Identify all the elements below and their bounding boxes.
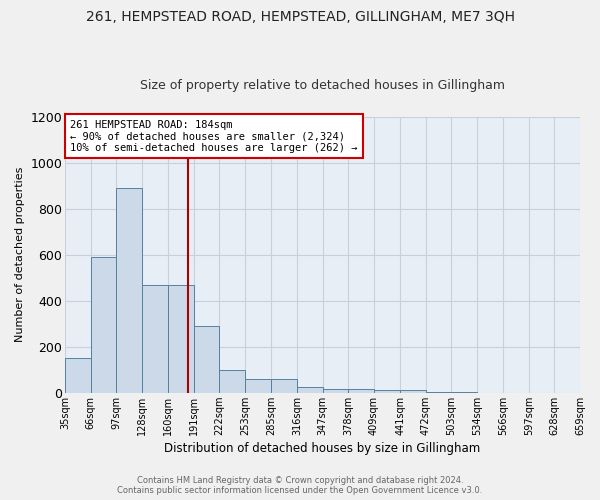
Y-axis label: Number of detached properties: Number of detached properties	[15, 167, 25, 342]
Bar	[400, 390, 426, 393]
Text: Contains HM Land Registry data © Crown copyright and database right 2024.
Contai: Contains HM Land Registry data © Crown c…	[118, 476, 482, 495]
Bar	[245, 379, 271, 393]
X-axis label: Distribution of detached houses by size in Gillingham: Distribution of detached houses by size …	[164, 442, 481, 455]
Bar	[142, 284, 169, 393]
Bar	[348, 390, 374, 393]
Bar	[297, 387, 323, 393]
Bar	[220, 370, 245, 393]
Bar	[169, 284, 194, 393]
Text: 261 HEMPSTEAD ROAD: 184sqm
← 90% of detached houses are smaller (2,324)
10% of s: 261 HEMPSTEAD ROAD: 184sqm ← 90% of deta…	[70, 120, 358, 152]
Bar	[271, 379, 297, 393]
Bar	[194, 326, 220, 393]
Bar	[323, 390, 348, 393]
Title: Size of property relative to detached houses in Gillingham: Size of property relative to detached ho…	[140, 79, 505, 92]
Text: 261, HEMPSTEAD ROAD, HEMPSTEAD, GILLINGHAM, ME7 3QH: 261, HEMPSTEAD ROAD, HEMPSTEAD, GILLINGH…	[86, 10, 515, 24]
Bar	[374, 390, 400, 393]
Bar	[451, 392, 477, 393]
Bar	[426, 392, 451, 393]
Bar	[91, 257, 116, 393]
Bar	[116, 188, 142, 393]
Bar	[65, 358, 91, 393]
